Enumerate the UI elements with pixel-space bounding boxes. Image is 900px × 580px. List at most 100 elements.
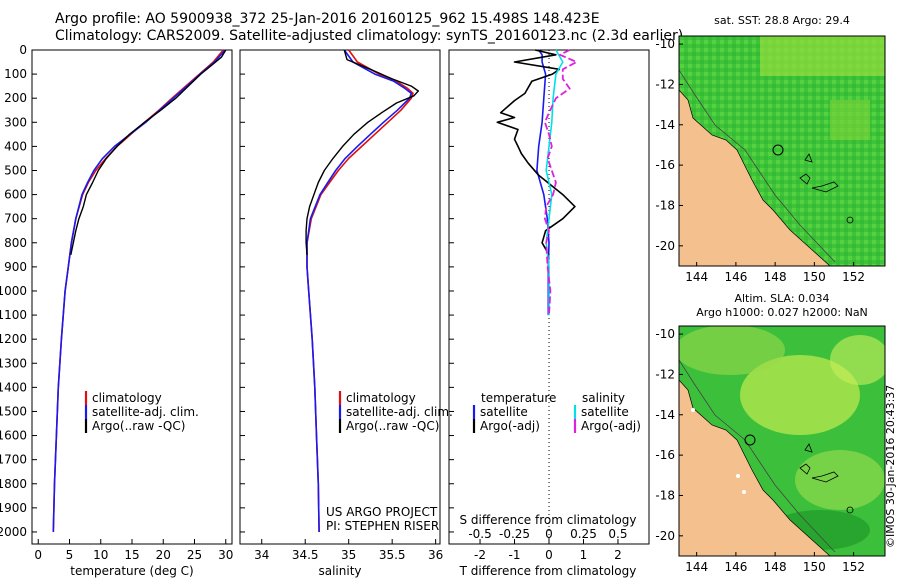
legend-label-climatology: climatology bbox=[346, 391, 416, 405]
sla-map-frame bbox=[678, 325, 886, 557]
depth-tick-label: 700 bbox=[4, 212, 27, 226]
sla-high-patch bbox=[830, 335, 885, 385]
lon-tick-label: 148 bbox=[764, 270, 787, 284]
lon-tick-label: 146 bbox=[724, 560, 747, 574]
x-tick-label: 30 bbox=[218, 548, 233, 562]
depth-tick-label: 1100 bbox=[0, 308, 27, 322]
depth-tick-label: 600 bbox=[4, 188, 27, 202]
lat-tick-label: -10 bbox=[655, 327, 675, 341]
depth-tick-label: 1900 bbox=[0, 501, 27, 515]
depth-tick-label: 1300 bbox=[0, 356, 27, 370]
depth-tick-label: 1200 bbox=[0, 332, 27, 346]
sst-warm-patch bbox=[830, 100, 870, 140]
series-line-satellite-adj-clim bbox=[52, 49, 226, 533]
x-tick-label: 36 bbox=[428, 548, 443, 562]
depth-tick-label: 0 bbox=[19, 43, 27, 57]
lat-tick-label: -14 bbox=[655, 118, 675, 132]
temperature-x-axis: 0 5 10 15 20 25 30 bbox=[34, 539, 233, 562]
depth-tick-label: 1700 bbox=[0, 453, 27, 467]
x-tick-label: 10 bbox=[93, 548, 108, 562]
lon-tick-label: 144 bbox=[685, 560, 708, 574]
reef-outline bbox=[846, 216, 854, 224]
x-tick-label: -2 bbox=[474, 548, 486, 562]
temperature-legend: climatology satellite-adj. clim. Argo(..… bbox=[84, 391, 199, 433]
credit-label: ©IMOS 30-Jan-2016 20:43:37 bbox=[884, 385, 897, 548]
depth-tick-label: 2000 bbox=[0, 525, 27, 539]
lat-tick-label: -12 bbox=[655, 367, 675, 381]
lon-tick-label: 148 bbox=[764, 560, 787, 574]
data-point-marker bbox=[742, 490, 746, 494]
depth-tick-label: 300 bbox=[4, 115, 27, 129]
salinity-legend: climatology satellite-adj. clim. Argo(..… bbox=[338, 391, 453, 433]
x-tick-label: 20 bbox=[156, 548, 171, 562]
sla-high-patch bbox=[740, 355, 860, 435]
depth-tick-label: 500 bbox=[4, 163, 27, 177]
legend-header-temperature: temperature bbox=[481, 391, 556, 405]
t-difference-label: T difference from climatology bbox=[459, 564, 637, 578]
series-line-climatology bbox=[52, 49, 224, 533]
depth-tick-label: 200 bbox=[4, 91, 27, 105]
depth-tick-label: 1500 bbox=[0, 404, 27, 418]
s-tick-label: 0.25 bbox=[570, 527, 597, 541]
reef-outline bbox=[799, 443, 839, 483]
x-tick-label: 0 bbox=[545, 548, 553, 562]
lon-tick-label: 152 bbox=[842, 560, 865, 574]
sla-map-title: Altim. SLA: 0.034 bbox=[734, 292, 829, 305]
series-line-argo-raw-qc bbox=[70, 49, 227, 255]
sla-high-patch bbox=[679, 326, 785, 375]
s-tick-label: 0 bbox=[545, 527, 553, 541]
series-line-temperature-argo-adj bbox=[496, 49, 576, 256]
depth-tick-label: 900 bbox=[4, 260, 27, 274]
depth-tick-label: 1600 bbox=[0, 429, 27, 443]
lat-tick-label: -20 bbox=[655, 239, 675, 253]
difference-legend: temperature salinity satellite Argo(-adj… bbox=[472, 391, 641, 433]
s-tick-label: 0.5 bbox=[608, 527, 627, 541]
difference-panel: -2 -1 0 1 2 S difference from climatology -0… bbox=[448, 49, 650, 578]
x-tick-label: 1 bbox=[580, 548, 588, 562]
shelf-contour bbox=[679, 69, 836, 263]
x-tick-label: 15 bbox=[124, 548, 139, 562]
salinity-axis-label: salinity bbox=[318, 564, 361, 578]
salinity-x-axis: 34 34.5 35 35.5 36 bbox=[254, 539, 443, 562]
land-mass bbox=[679, 379, 831, 556]
legend-label-s-satellite: satellite bbox=[581, 405, 629, 419]
legend-label-t-satellite: satellite bbox=[480, 405, 528, 419]
salinity-axes-frame bbox=[239, 49, 441, 545]
s-difference-ticks: -0.5 -0.25 0 0.25 0.5 bbox=[468, 527, 627, 541]
legend-label-satellite: satellite-adj. clim. bbox=[92, 405, 199, 419]
sst-map-title: sat. SST: 28.8 Argo: 29.4 bbox=[714, 14, 850, 27]
sla-map: Altim. SLA: 0.034 Argo h1000: 0.027 h200… bbox=[655, 292, 886, 574]
legend-label-satellite: satellite-adj. clim. bbox=[346, 405, 453, 419]
lat-tick-label: -18 bbox=[655, 198, 675, 212]
legend-label-s-argo: Argo(-adj) bbox=[581, 419, 641, 433]
figure-title-line1: Argo profile: AO 5900938_372 25-Jan-2016… bbox=[55, 11, 600, 27]
temperature-axis-label: temperature (deg C) bbox=[70, 564, 193, 578]
pi-label: PI: STEPHEN RISER bbox=[326, 519, 439, 533]
sst-map-axes: 144 146 148 150 152 -10 -12 -14 -16 -18 -20 bbox=[655, 37, 865, 284]
series-line-satellite-adj-clim bbox=[306, 49, 413, 533]
legend-header-salinity: salinity bbox=[582, 391, 625, 405]
difference-x-axis: -2 -1 0 1 2 bbox=[474, 539, 622, 562]
lon-tick-label: 146 bbox=[724, 270, 747, 284]
lon-tick-label: 144 bbox=[685, 270, 708, 284]
temperature-panel: 0100200300400500600700800900100011001200… bbox=[0, 43, 233, 578]
lat-tick-label: -12 bbox=[655, 77, 675, 91]
figure-title-line2: Climatology: CARS2009. Satellite-adjuste… bbox=[55, 28, 684, 44]
lat-tick-label: -16 bbox=[655, 448, 675, 462]
temperature-axes-frame bbox=[31, 49, 233, 545]
land-mass bbox=[679, 89, 831, 266]
sla-high-patch bbox=[795, 450, 885, 510]
argo-position-marker bbox=[744, 434, 756, 446]
s-difference-label: S difference from climatology bbox=[460, 513, 637, 527]
depth-axis: 0 100 200 300 400 500 600 700 800 900 1000 1100 1200… bbox=[0, 43, 37, 539]
legend-label-argo: Argo(..raw -QC) bbox=[346, 419, 439, 433]
lon-tick-label: 152 bbox=[842, 270, 865, 284]
x-tick-label: 35.5 bbox=[379, 548, 406, 562]
series-line-argo-raw-qc bbox=[305, 49, 419, 255]
sst-warm-patch bbox=[760, 36, 885, 76]
lon-tick-label: 150 bbox=[803, 270, 826, 284]
depth-tick-label: 100 bbox=[4, 67, 27, 81]
sla-map-subtitle: Argo h1000: 0.027 h2000: NaN bbox=[696, 306, 868, 319]
lat-tick-label: -14 bbox=[655, 408, 675, 422]
